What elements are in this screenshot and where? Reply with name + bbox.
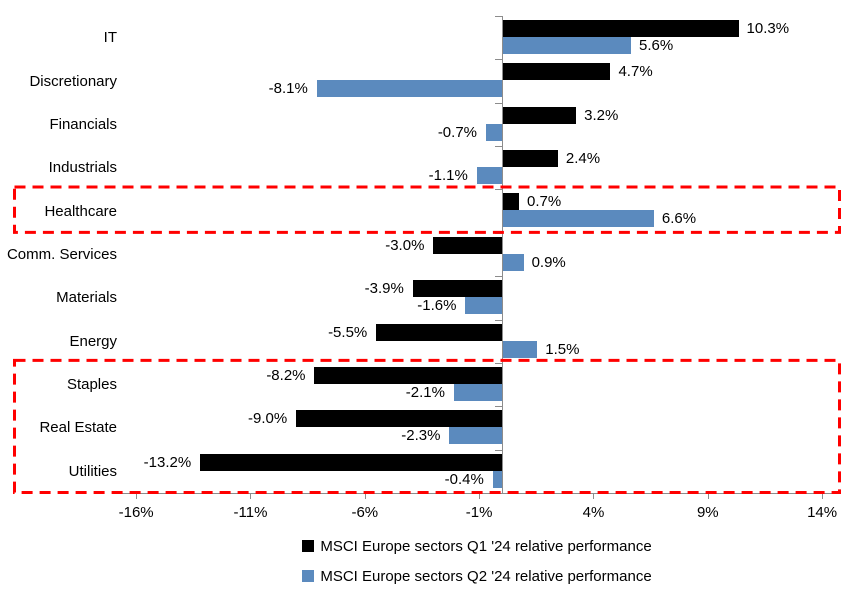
y-axis-tick <box>495 146 502 148</box>
category-label: Healthcare <box>44 202 117 220</box>
x-axis-tick <box>707 493 709 499</box>
y-axis-tick <box>495 102 502 104</box>
bar <box>503 37 632 54</box>
data-label: 5.6% <box>639 37 674 54</box>
bar <box>376 323 502 341</box>
data-label: 0.7% <box>527 193 562 211</box>
data-label: -8.1% <box>268 80 308 98</box>
category-label: Utilities <box>68 462 117 480</box>
data-label: -2.3% <box>401 427 441 445</box>
bar <box>503 210 654 228</box>
category-label: Industrials <box>48 159 117 177</box>
data-label: -1.1% <box>428 167 468 185</box>
x-tick-label: -11% <box>233 504 268 521</box>
data-label: -0.4% <box>444 470 484 488</box>
y-axis-tick <box>495 232 502 234</box>
y-axis-tick <box>495 449 502 451</box>
x-axis-line <box>113 493 841 494</box>
category-label: Energy <box>69 332 117 350</box>
category-label: Real Estate <box>39 419 117 437</box>
y-axis-line <box>502 16 503 493</box>
x-tick-label: -16% <box>118 504 154 521</box>
legend-swatch-icon <box>302 570 315 582</box>
category-label: Staples <box>66 376 117 394</box>
y-axis-tick <box>495 319 502 321</box>
x-tick-label: 9% <box>696 504 719 521</box>
data-label: -5.5% <box>328 323 368 341</box>
bar <box>503 106 577 124</box>
y-axis-tick <box>495 362 502 364</box>
bar <box>465 297 502 315</box>
bar <box>503 340 538 358</box>
category-label: Discretionary <box>29 72 117 90</box>
bar <box>453 383 502 401</box>
x-axis-tick <box>364 493 366 499</box>
data-label: -1.6% <box>417 297 457 315</box>
y-axis-tick <box>495 189 502 191</box>
bar <box>412 280 502 298</box>
bar <box>476 167 502 185</box>
x-axis-tick <box>250 493 252 499</box>
data-label: 2.4% <box>565 150 601 168</box>
y-axis-tick <box>495 406 502 408</box>
x-axis-tick <box>822 493 824 499</box>
x-tick-label: -6% <box>351 504 379 521</box>
data-label: -2.1% <box>405 383 445 401</box>
x-axis-tick <box>479 493 481 499</box>
y-axis-tick <box>495 493 502 494</box>
x-tick-label: -1% <box>465 504 493 521</box>
data-label: -3.9% <box>364 280 404 298</box>
data-label: 4.7% <box>618 63 653 81</box>
bar <box>485 123 502 141</box>
legend-item: MSCI Europe sectors Q1 '24 relative perf… <box>302 531 652 561</box>
bar <box>449 427 502 445</box>
data-label: -9.0% <box>248 410 288 428</box>
x-axis-tick <box>593 493 595 499</box>
data-label: 3.2% <box>584 106 619 124</box>
bar <box>316 80 502 98</box>
bar <box>503 253 524 271</box>
data-label: -13.2% <box>143 453 192 471</box>
data-label: 1.5% <box>545 340 580 358</box>
data-label: 10.3% <box>746 20 790 37</box>
bar <box>200 453 502 471</box>
bar <box>314 366 502 384</box>
category-label: Materials <box>56 289 117 307</box>
y-axis-tick <box>495 16 502 17</box>
x-tick-label: 14% <box>807 504 838 521</box>
data-label: 6.6% <box>661 210 697 228</box>
legend: MSCI Europe sectors Q1 '24 relative perf… <box>113 531 841 591</box>
bar <box>433 236 502 254</box>
data-label: 0.9% <box>531 253 566 271</box>
data-label: -0.7% <box>437 123 477 141</box>
category-label: IT <box>103 29 117 47</box>
x-axis-tick <box>136 493 138 499</box>
legend-swatch-icon <box>302 540 315 552</box>
data-label: -3.0% <box>385 236 425 254</box>
legend-label: MSCI Europe sectors Q1 '24 relative perf… <box>320 537 652 555</box>
bar <box>503 193 519 211</box>
y-axis-tick <box>495 59 502 61</box>
highlight-box <box>13 185 841 234</box>
category-label: Financials <box>49 115 117 133</box>
category-label: Comm. Services <box>6 245 117 263</box>
bar <box>296 410 502 428</box>
bar <box>492 470 502 488</box>
y-axis-tick <box>495 276 502 278</box>
data-label: -8.2% <box>266 366 306 384</box>
bar <box>503 63 611 81</box>
bar <box>503 20 739 37</box>
legend-label: MSCI Europe sectors Q2 '24 relative perf… <box>320 567 652 585</box>
legend-item: MSCI Europe sectors Q2 '24 relative perf… <box>302 561 652 591</box>
x-tick-label: 4% <box>582 504 605 521</box>
bar <box>503 150 558 168</box>
